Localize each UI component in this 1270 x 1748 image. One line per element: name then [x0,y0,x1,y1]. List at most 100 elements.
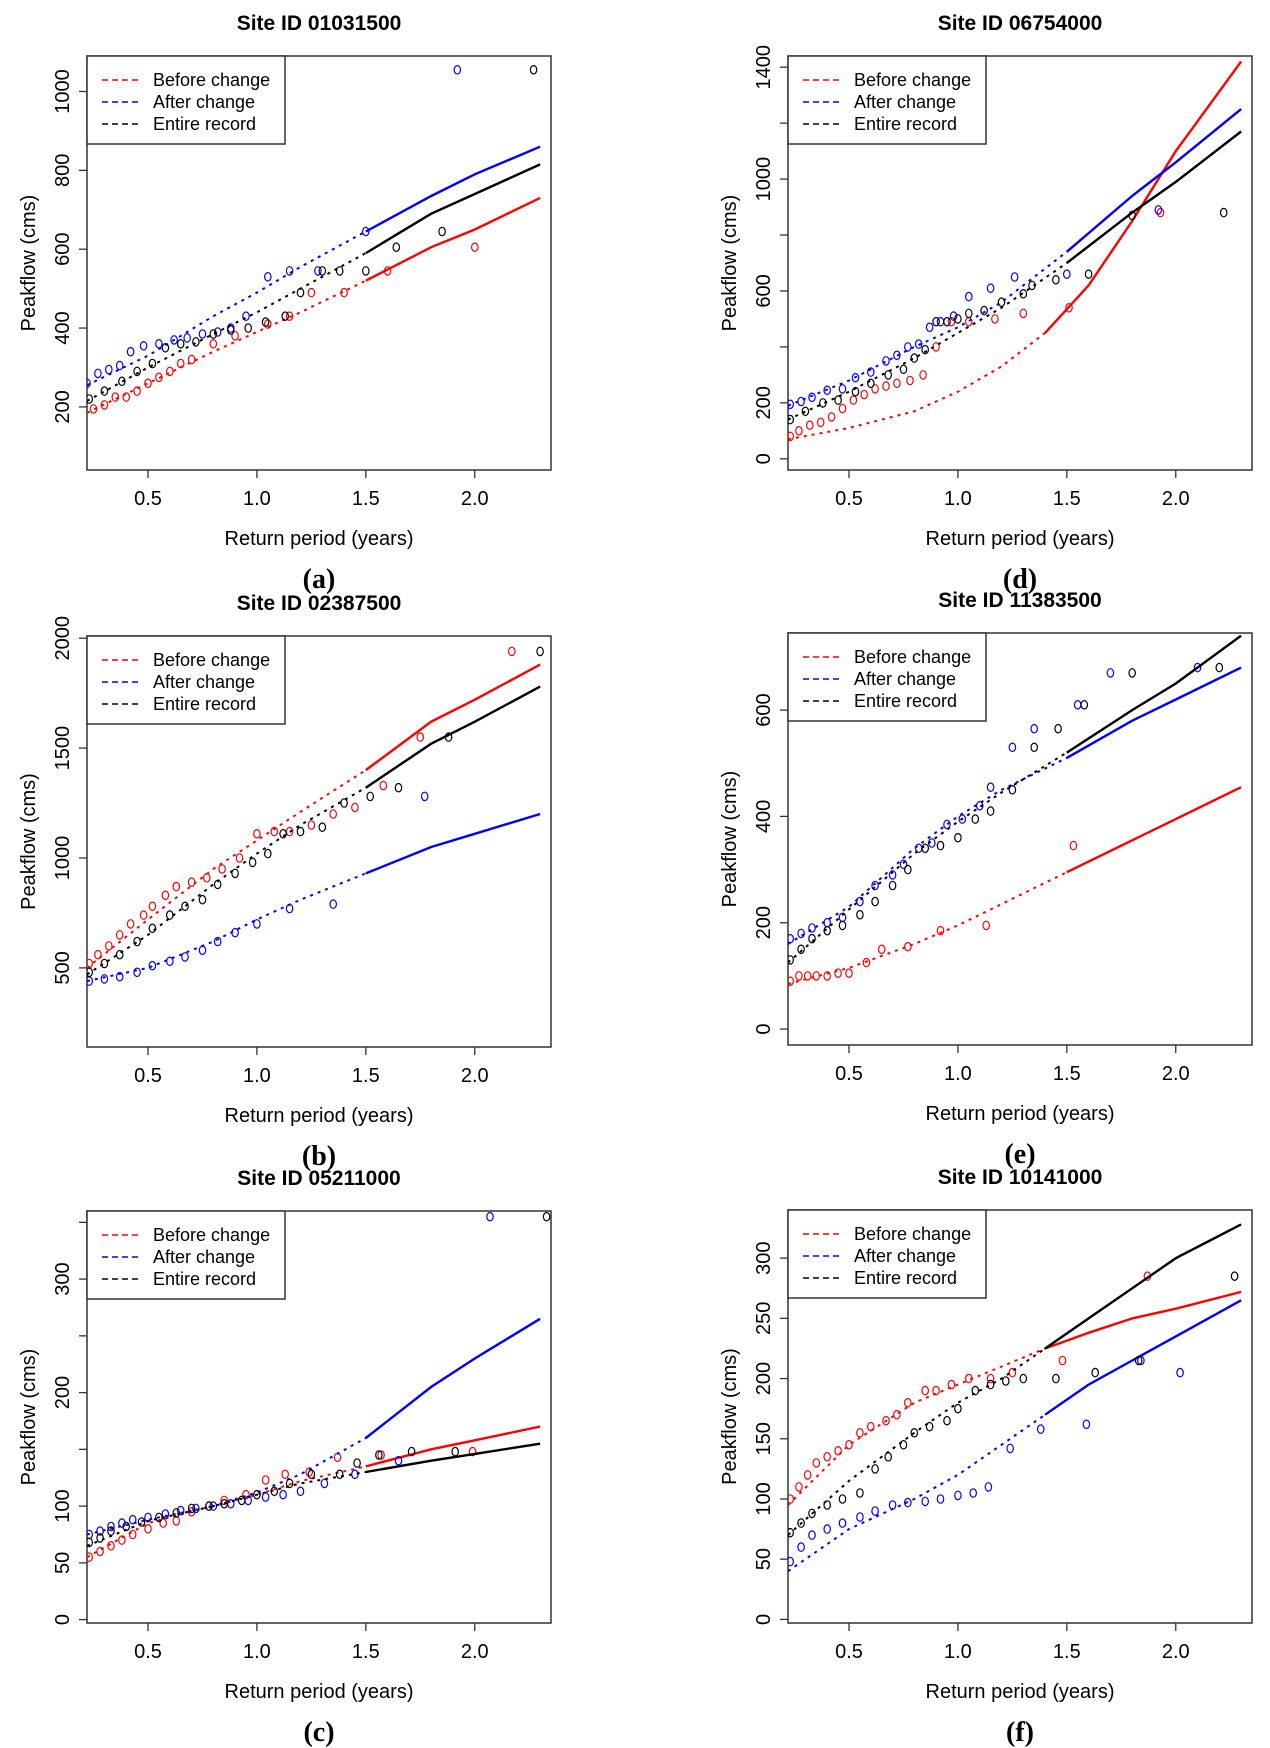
data-point-after [176,1505,185,1516]
y-axis-label: Peakflow (cms) [719,771,741,908]
data-point-after [198,945,207,956]
data-point-entire [1028,280,1036,291]
data-point-after [133,967,141,978]
data-point-entire [943,316,951,327]
data-point-entire [231,868,239,879]
data-point-after [903,342,912,352]
data-point-before [903,1397,912,1408]
data-point-after [921,1496,930,1507]
data-point-before [964,1373,973,1384]
data-point-entire [366,791,375,802]
x-axis-label: Return period (years) [926,1681,1115,1703]
x-tick-label: 0.5 [835,1063,863,1085]
data-point-before [860,389,869,400]
data-point-before [991,314,999,324]
legend-label-before: Before change [854,647,971,667]
data-point-entire [838,920,847,931]
legend-label-after: After change [854,1246,956,1266]
data-point-entire [451,1446,460,1457]
data-point-before [982,920,991,931]
data-point-before [468,1446,477,1457]
data-point-entire [823,1500,832,1510]
data-point-entire [375,1450,383,1460]
y-tick-label: 50 [52,1552,74,1574]
y-tick-label: 2000 [52,616,74,661]
data-point-before [144,1524,152,1534]
data-point-after [161,1509,170,1519]
data-point-before [856,1428,864,1438]
data-point-after [882,356,890,366]
panel-c: Site ID 05211000 0.5 1.0 1.5 2.0 0 50 100 200 300… [18,1167,552,1748]
data-point-entire [279,828,287,839]
data-point-after [296,1486,305,1497]
x-tick-label: 2.0 [461,1641,489,1663]
x-tick-label: 1.5 [1053,1641,1081,1663]
data-point-entire [1080,699,1089,710]
data-point-entire [1128,210,1137,221]
data-point-after [320,1478,329,1489]
x-tick-label: 1.5 [1053,1063,1081,1085]
y-tick-label: 100 [52,1489,74,1522]
legend-box [787,55,987,145]
data-point-entire [997,297,1006,307]
data-point-before [834,968,842,978]
data-point-entire [899,364,908,375]
data-point-before [1065,302,1073,313]
data-point-entire [261,317,270,327]
data-point-after [797,396,805,407]
data-point-after [823,385,832,396]
data-point-after [838,1518,847,1528]
data-point-before [96,1546,104,1557]
data-point-before [383,266,392,276]
y-tick-label: 1400 [753,45,775,90]
data-point-before [834,1446,842,1456]
panel-title: Site ID 11383500 [938,589,1101,612]
data-point-entire [1128,668,1137,678]
panel-title: Site ID 05211000 [237,1167,400,1190]
data-point-entire [954,832,962,843]
data-point-after [115,971,124,982]
x-tick-label: 1.0 [243,488,271,510]
data-point-after [954,1490,962,1501]
data-point-before [209,338,218,349]
data-point-before [816,417,825,428]
data-point-entire [444,732,453,742]
data-point-after [851,372,860,383]
y-tick-label: 600 [52,233,74,266]
data-point-before [133,386,141,396]
data-point-before [307,287,316,298]
x-axis-label: Return period (years) [926,528,1115,550]
y-tick-label: 500 [52,951,74,984]
data-point-entire [1091,1367,1100,1378]
data-point-entire [797,944,805,955]
y-tick-label: 50 [753,1548,775,1570]
data-point-before [862,957,871,968]
data-point-entire [361,266,370,276]
data-point-before [507,646,516,657]
data-point-entire [838,1494,847,1504]
data-point-entire [137,1517,146,1527]
data-point-entire [986,806,995,816]
data-point-entire [1019,288,1028,299]
data-point-before [329,809,338,819]
data-point-entire [964,308,973,319]
data-point-before [877,944,886,955]
data-point-after [823,917,832,928]
y-tick-label: 100 [753,1482,775,1515]
data-point-entire [903,864,912,875]
fit-curve-before [365,196,541,282]
data-point-before [379,780,388,791]
data-point-entire [87,1537,93,1548]
data-point-before [788,431,794,442]
data-point-entire [954,1403,962,1414]
data-point-before [187,877,196,887]
data-point-before [1019,308,1028,319]
fit-curve-before-dashed [788,786,1242,985]
data-point-before [1069,840,1078,851]
y-tick-label: 1500 [52,726,74,771]
data-point-after [823,1524,832,1534]
panel-letter: (a) [303,564,336,595]
data-point-before [1156,207,1165,218]
y-tick-label: 1000 [52,836,74,881]
